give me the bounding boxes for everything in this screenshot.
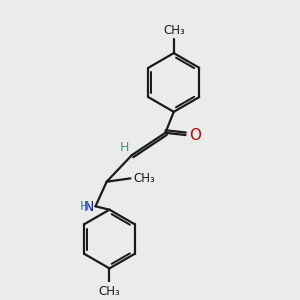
Text: H: H xyxy=(119,141,129,154)
Text: CH₃: CH₃ xyxy=(134,172,155,185)
Text: H: H xyxy=(80,200,89,213)
Text: CH₃: CH₃ xyxy=(163,24,184,37)
Text: N: N xyxy=(84,200,94,214)
Text: CH₃: CH₃ xyxy=(99,285,120,298)
Text: O: O xyxy=(189,128,201,142)
